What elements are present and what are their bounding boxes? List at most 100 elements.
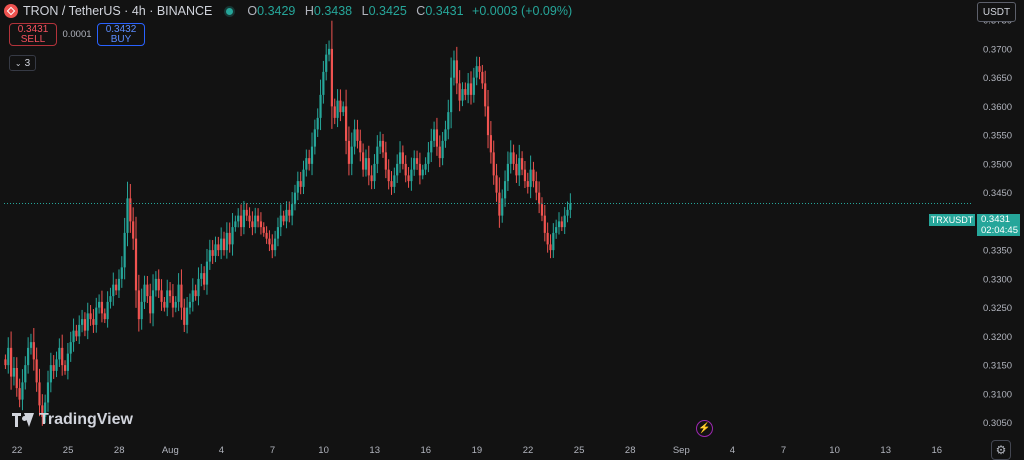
candle bbox=[9, 331, 13, 390]
candle-body bbox=[520, 158, 524, 170]
candle-body bbox=[186, 307, 189, 325]
candle bbox=[523, 161, 527, 189]
candle bbox=[72, 318, 75, 352]
candle bbox=[44, 394, 47, 424]
candle-body bbox=[538, 192, 541, 205]
candle bbox=[415, 150, 419, 170]
candle-body bbox=[509, 152, 512, 164]
candle bbox=[27, 337, 30, 374]
candle bbox=[15, 357, 18, 397]
candle-body bbox=[560, 221, 563, 228]
candle-body bbox=[288, 209, 291, 216]
candle-body bbox=[481, 71, 484, 84]
open-label: O bbox=[247, 4, 258, 18]
candle bbox=[563, 207, 566, 235]
high-label: H bbox=[304, 4, 314, 18]
y-tick-label: 0.3650 bbox=[983, 73, 1012, 84]
candle-body bbox=[120, 267, 123, 279]
candle bbox=[242, 200, 245, 235]
candle-body bbox=[384, 152, 387, 170]
candle-body bbox=[134, 238, 138, 291]
candle bbox=[282, 210, 285, 226]
candle bbox=[398, 141, 402, 173]
candle-body bbox=[467, 83, 470, 95]
symbol-icon[interactable] bbox=[4, 4, 18, 18]
candle-body bbox=[438, 146, 441, 159]
low-value: 0.3425 bbox=[368, 4, 407, 18]
candle bbox=[381, 133, 385, 158]
candle-body bbox=[211, 250, 214, 256]
candle-body bbox=[410, 169, 413, 182]
candle bbox=[316, 108, 319, 137]
buy-button[interactable]: 0.3432 BUY bbox=[97, 23, 145, 46]
candle-body bbox=[265, 232, 268, 239]
candle-body bbox=[171, 296, 175, 308]
candle-body bbox=[302, 169, 305, 187]
candle-body bbox=[177, 284, 180, 302]
candle bbox=[569, 193, 572, 219]
candle bbox=[501, 189, 504, 223]
candle bbox=[529, 155, 532, 199]
candle-body bbox=[242, 209, 245, 228]
candle-body bbox=[69, 342, 72, 354]
candle bbox=[32, 328, 35, 371]
candle bbox=[231, 213, 234, 256]
candle bbox=[208, 239, 211, 270]
status-dot-icon bbox=[226, 7, 234, 15]
y-tick-label: 0.3250 bbox=[983, 303, 1012, 314]
close-value: 0.3431 bbox=[425, 4, 464, 18]
gear-icon[interactable]: ⚙ bbox=[991, 440, 1011, 460]
x-tick-label: 28 bbox=[625, 445, 636, 456]
sell-button[interactable]: 0.3431 SELL bbox=[9, 23, 57, 46]
candle-body bbox=[353, 129, 356, 147]
candle bbox=[401, 145, 404, 170]
candle-body bbox=[279, 215, 282, 228]
candle-body bbox=[305, 158, 308, 170]
candle-body bbox=[254, 215, 257, 228]
y-tick-label: 0.3300 bbox=[983, 274, 1012, 285]
candle-body bbox=[214, 244, 217, 256]
lightning-icon[interactable]: ⚡ bbox=[696, 420, 713, 437]
candle bbox=[509, 140, 512, 174]
candle bbox=[109, 287, 112, 309]
candle bbox=[203, 266, 206, 291]
candle bbox=[18, 378, 21, 408]
candle bbox=[469, 71, 473, 105]
candle-body bbox=[316, 117, 319, 130]
candle-body bbox=[149, 296, 152, 314]
candle bbox=[245, 203, 248, 221]
symbol-title[interactable]: TRON / TetherUS · 4h · BINANCE bbox=[23, 4, 213, 18]
candle-body bbox=[245, 209, 248, 216]
indicators-toggle-button[interactable]: ⌄ 3 bbox=[9, 55, 36, 71]
candle-body bbox=[27, 347, 30, 366]
candle-body bbox=[356, 129, 359, 141]
candle-body bbox=[566, 209, 569, 216]
candle bbox=[336, 89, 339, 128]
candle bbox=[63, 360, 67, 375]
spread-value: 0.0001 bbox=[62, 29, 92, 40]
x-tick-label: 19 bbox=[472, 445, 483, 456]
candle-body bbox=[222, 238, 226, 251]
candle bbox=[526, 172, 529, 194]
candle bbox=[291, 192, 294, 226]
y-tick-label: 0.3550 bbox=[983, 131, 1012, 142]
candle bbox=[160, 279, 163, 311]
candle-body bbox=[95, 307, 98, 325]
currency-button[interactable]: USDT bbox=[977, 2, 1016, 22]
candle bbox=[376, 135, 379, 174]
candle bbox=[407, 167, 410, 188]
candle bbox=[464, 82, 467, 101]
x-tick-label: 13 bbox=[880, 445, 891, 456]
x-tick-label: 16 bbox=[421, 445, 432, 456]
tradingview-logo-icon bbox=[12, 413, 34, 427]
candle-body bbox=[308, 158, 311, 164]
tradingview-logo[interactable]: TradingView bbox=[12, 411, 133, 429]
candle bbox=[393, 167, 396, 194]
candle bbox=[66, 342, 69, 380]
candle-body bbox=[299, 181, 302, 187]
candle-body bbox=[18, 388, 21, 400]
sell-label: SELL bbox=[20, 33, 46, 45]
candle bbox=[191, 278, 194, 312]
